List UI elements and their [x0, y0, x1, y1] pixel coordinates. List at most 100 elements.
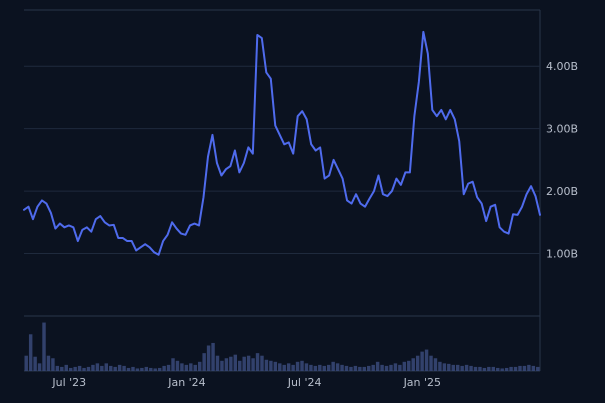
- volume-bar: [109, 365, 113, 371]
- volume-bar: [140, 367, 144, 371]
- y-tick-label: 3.00B: [546, 123, 578, 136]
- volume-bar: [166, 364, 171, 371]
- volume-bar: [402, 361, 407, 371]
- volume-bar: [28, 334, 33, 371]
- volume-bar: [286, 363, 291, 371]
- x-tick-label: Jul '23: [51, 376, 86, 389]
- volume-bar: [496, 367, 500, 371]
- volume-bar: [100, 365, 104, 371]
- volume-bar: [367, 365, 371, 371]
- volume-bar: [55, 365, 60, 371]
- volume-bar: [104, 363, 109, 371]
- x-tick-label: Jul '24: [287, 376, 322, 389]
- volume-bar: [131, 366, 135, 371]
- volume-bar: [86, 366, 91, 371]
- volume-bar: [398, 364, 402, 371]
- volume-bar: [326, 364, 331, 371]
- volume-bar: [447, 363, 451, 371]
- volume-bar: [362, 366, 367, 371]
- volume-bar: [455, 364, 460, 371]
- volume-bar: [153, 368, 157, 371]
- volume-bar: [344, 365, 349, 371]
- volume-bar: [464, 364, 469, 371]
- x-tick-label: Jan '25: [403, 376, 441, 389]
- volume-bar: [375, 361, 380, 371]
- volume-bar: [487, 366, 491, 371]
- volume-bar: [384, 365, 389, 371]
- volume-bar: [60, 366, 64, 371]
- volume-bar: [224, 358, 229, 371]
- volume-bar: [407, 360, 411, 371]
- volume-bar: [318, 364, 322, 371]
- volume-bar: [353, 365, 358, 371]
- volume-bar: [349, 366, 353, 371]
- volume-bar: [331, 361, 335, 371]
- y-axis-ticks: 1.00B 2.00B 3.00B 4.00B: [546, 60, 578, 260]
- x-tick-label: Jan '24: [167, 376, 205, 389]
- volume-bar: [380, 364, 384, 371]
- volume-bar: [91, 364, 95, 371]
- volume-bar: [442, 363, 447, 371]
- volume-bar: [509, 366, 513, 371]
- volume-bar: [33, 356, 37, 371]
- volume-bar: [255, 353, 260, 371]
- volume-bar: [246, 355, 251, 371]
- volume-layer: [24, 322, 540, 371]
- volume-bar: [424, 349, 429, 371]
- volume-bar: [469, 365, 473, 371]
- volume-bar: [304, 363, 309, 371]
- volume-bar: [260, 355, 264, 371]
- volume-bar: [527, 364, 531, 371]
- volume-bar: [335, 363, 340, 371]
- volume-bar: [175, 360, 180, 371]
- volume-bar: [220, 360, 224, 371]
- volume-bar: [144, 366, 149, 371]
- volume-bar: [184, 364, 189, 371]
- volume-bar: [37, 363, 42, 371]
- volume-bar: [149, 367, 153, 371]
- volume-bar: [233, 354, 238, 371]
- volume-bar: [358, 366, 362, 371]
- volume-bar: [197, 361, 202, 371]
- volume-bar: [189, 363, 193, 371]
- volume-bar: [180, 363, 184, 371]
- volume-bar: [322, 365, 326, 371]
- volume-bar: [171, 358, 175, 371]
- volume-bar: [24, 355, 28, 371]
- volume-bar: [278, 363, 282, 371]
- y-tick-label: 2.00B: [546, 185, 578, 198]
- volume-bar: [126, 367, 131, 371]
- volume-bar: [504, 367, 509, 371]
- volume-bar: [309, 364, 313, 371]
- volume-bar: [269, 360, 273, 371]
- volume-bar: [113, 366, 117, 371]
- volume-bar: [42, 322, 46, 371]
- volume-bar: [82, 367, 86, 371]
- volume-bar: [420, 351, 424, 371]
- series-line: [23, 30, 541, 256]
- volume-bar: [438, 361, 442, 371]
- volume-bar: [518, 365, 522, 371]
- series-layer: [23, 30, 541, 256]
- volume-bar: [77, 365, 82, 371]
- volume-bar: [117, 364, 122, 371]
- volume-bar: [513, 366, 518, 371]
- y-tick-label: 4.00B: [546, 60, 578, 73]
- volume-bar: [451, 364, 455, 371]
- volume-bar: [46, 355, 51, 371]
- volume-bar: [162, 365, 166, 371]
- volume-bar: [491, 366, 496, 371]
- volume-bar: [389, 364, 393, 371]
- volume-bar: [251, 358, 255, 371]
- volume-bar: [51, 358, 55, 371]
- x-axis-ticks: Jul '23 Jan '24 Jul '24 Jan '25: [51, 376, 441, 389]
- volume-bar: [313, 365, 318, 371]
- volume-bar: [242, 356, 246, 371]
- volume-bar: [415, 355, 420, 371]
- volume-bar: [531, 365, 536, 371]
- volume-bar: [536, 366, 540, 371]
- volume-bar: [393, 363, 398, 371]
- volume-bar: [95, 363, 100, 371]
